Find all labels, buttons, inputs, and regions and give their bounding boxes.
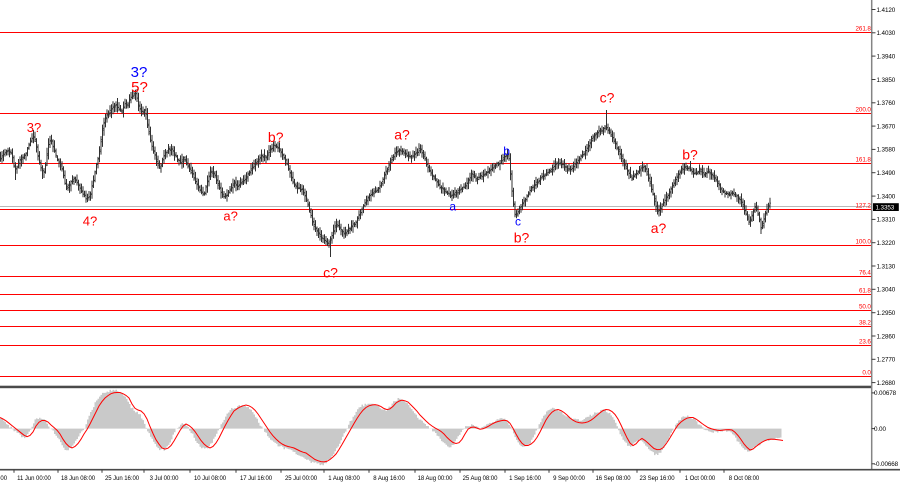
svg-text:b?: b? (268, 129, 284, 145)
svg-text:100.0: 100.0 (856, 239, 872, 246)
svg-text:0.00: 0.00 (874, 426, 886, 433)
svg-text:1.4120: 1.4120 (877, 7, 896, 14)
svg-text:161.8: 161.8 (856, 157, 872, 164)
svg-text:c: c (515, 215, 521, 229)
svg-text:-0.00668: -0.00668 (874, 461, 899, 468)
svg-text:0.00678: 0.00678 (874, 390, 897, 397)
svg-text:1.2950: 1.2950 (877, 310, 896, 317)
svg-text:1.3580: 1.3580 (877, 147, 896, 154)
svg-text:a?: a? (651, 220, 667, 236)
svg-text:127.2: 127.2 (856, 203, 872, 210)
svg-text:1.3130: 1.3130 (877, 263, 896, 270)
svg-text:8 Oct 08:00: 8 Oct 08:00 (729, 476, 760, 482)
svg-text:25 Aug 08:00: 25 Aug 08:00 (463, 476, 498, 482)
svg-text:1.3760: 1.3760 (877, 100, 896, 107)
svg-text:3?: 3? (131, 64, 148, 81)
svg-text:1.3940: 1.3940 (877, 53, 896, 60)
svg-text:1.3850: 1.3850 (877, 77, 896, 84)
svg-text:38.2: 38.2 (859, 320, 871, 327)
svg-text:5?: 5? (131, 79, 148, 96)
svg-text:c?: c? (323, 265, 338, 281)
svg-text:1.3310: 1.3310 (877, 217, 896, 224)
svg-text:1.2680: 1.2680 (877, 380, 896, 387)
svg-text:18 Jun 08:00: 18 Jun 08:00 (61, 476, 96, 482)
svg-text:261.8: 261.8 (856, 26, 872, 33)
svg-text:1 Sep 16:00: 1 Sep 16:00 (509, 476, 542, 482)
svg-text:b?: b? (514, 229, 530, 245)
svg-text:1 Aug 08:00: 1 Aug 08:00 (328, 476, 360, 482)
svg-text:1 Oct 00:00: 1 Oct 00:00 (685, 476, 716, 482)
svg-text:c?: c? (600, 90, 615, 106)
svg-text:a: a (449, 200, 456, 214)
svg-text:23 Sep 16:00: 23 Sep 16:00 (639, 476, 675, 482)
svg-text:76.4: 76.4 (859, 270, 871, 277)
svg-text:3?: 3? (27, 120, 41, 135)
svg-text:1.3490: 1.3490 (877, 170, 896, 177)
svg-text:1.3400: 1.3400 (877, 193, 896, 200)
svg-text:1.4030: 1.4030 (877, 30, 896, 37)
svg-text:4?: 4? (83, 214, 97, 229)
svg-text:23.6: 23.6 (859, 339, 871, 346)
svg-text:11 Jun 00:00: 11 Jun 00:00 (17, 476, 51, 482)
svg-text:25 Jun 16:00: 25 Jun 16:00 (105, 476, 140, 482)
svg-text:10 Jul 08:00: 10 Jul 08:00 (194, 476, 227, 482)
svg-text:b?: b? (682, 147, 698, 163)
svg-text:1.3670: 1.3670 (877, 123, 896, 130)
svg-text:8 Aug 16:00: 8 Aug 16:00 (373, 476, 405, 482)
svg-text:50.0: 50.0 (859, 304, 871, 311)
svg-text:a?: a? (223, 209, 237, 224)
svg-text:a?: a? (394, 127, 410, 143)
svg-text:18 Aug 00:00: 18 Aug 00:00 (418, 476, 453, 482)
svg-text:3 Jul 00:00: 3 Jul 00:00 (150, 476, 180, 482)
svg-text:61.8: 61.8 (859, 288, 871, 295)
svg-text:1.2860: 1.2860 (877, 333, 896, 340)
svg-text:200.0: 200.0 (856, 107, 872, 114)
svg-text:1.3040: 1.3040 (877, 287, 896, 294)
svg-text:17 Jul 16:00: 17 Jul 16:00 (240, 476, 273, 482)
svg-text:0.0: 0.0 (862, 370, 871, 377)
svg-text:16 Sep 08:00: 16 Sep 08:00 (595, 476, 631, 482)
svg-text:00: 00 (0, 476, 7, 482)
svg-text:25 Jul 00:00: 25 Jul 00:00 (285, 476, 318, 482)
svg-text:1.3220: 1.3220 (877, 240, 896, 247)
svg-text:b: b (503, 144, 510, 158)
svg-text:1.2770: 1.2770 (877, 357, 896, 364)
svg-text:1.3353: 1.3353 (876, 205, 895, 212)
svg-text:9 Sep 00:00: 9 Sep 00:00 (553, 476, 586, 482)
